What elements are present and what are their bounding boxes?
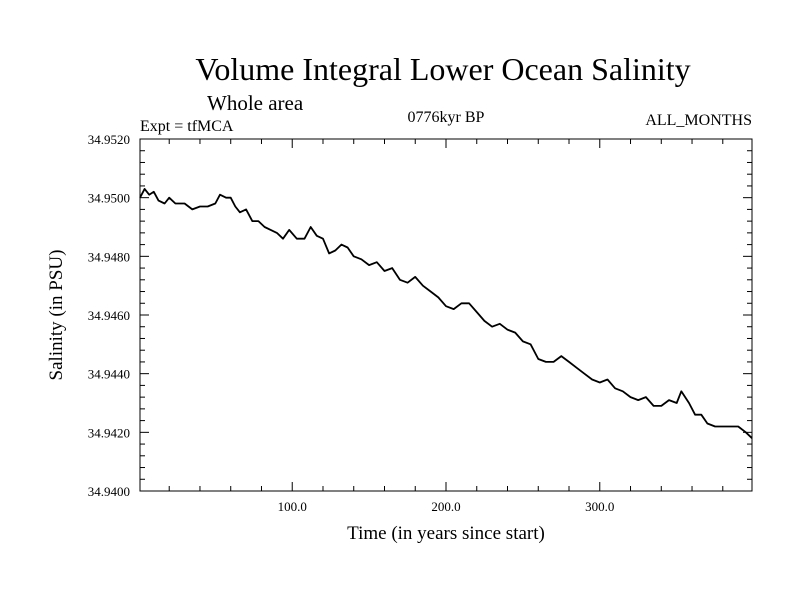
- x-tick-label: 100.0: [278, 499, 307, 514]
- y-tick-label: 34.9500: [88, 191, 130, 206]
- period-annotation: 0776kyr BP: [408, 109, 485, 126]
- y-tick-label: 34.9400: [88, 484, 130, 499]
- y-tick-label: 34.9460: [88, 308, 130, 323]
- y-axis-ticks: [140, 138, 752, 492]
- y-tick-label: 34.9480: [88, 249, 130, 264]
- x-axis-tick-labels: 100.0 200.0 300.0: [278, 499, 615, 514]
- months-annotation: ALL_MONTHS: [645, 112, 752, 129]
- plot-frame: [139, 138, 753, 492]
- expt-annotation: Expt = tfMCA: [140, 118, 234, 135]
- chart-subtitle: Whole area: [207, 91, 304, 115]
- salinity-series-line: [139, 188, 753, 439]
- chart-title: Volume Integral Lower Ocean Salinity: [195, 51, 690, 87]
- y-axis-tick-labels: 34.9400 34.9420 34.9440 34.9460 34.9480 34.95…: [88, 132, 130, 499]
- x-axis-label: Time (in years since start): [347, 523, 545, 544]
- y-tick-label: 34.9420: [88, 425, 130, 440]
- x-axis-ticks: [168, 139, 724, 491]
- x-tick-label: 300.0: [585, 499, 614, 514]
- y-tick-label: 34.9440: [88, 367, 130, 382]
- x-tick-label: 200.0: [431, 499, 460, 514]
- y-axis-label: Salinity (in PSU): [46, 250, 67, 381]
- y-tick-label: 34.9520: [88, 132, 130, 147]
